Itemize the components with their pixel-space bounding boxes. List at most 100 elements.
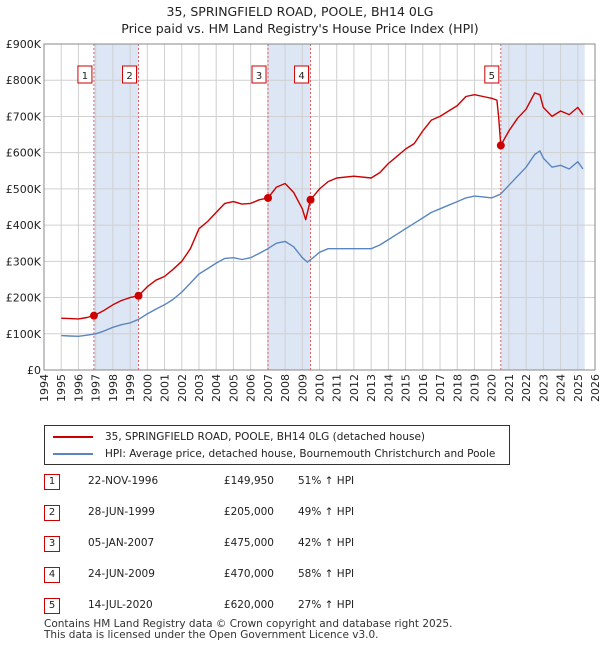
y-tick-label: £0 <box>27 364 41 377</box>
ownership-shade <box>268 44 311 370</box>
footer: Contains HM Land Registry data © Crown c… <box>44 619 452 641</box>
sale-number: 1 <box>44 474 60 490</box>
hpi-series-line <box>61 150 584 337</box>
x-tick-label: 2025 <box>572 374 585 402</box>
sale-number-box <box>484 65 500 84</box>
sale-hpi-change: 27% ↑ HPI <box>298 599 355 611</box>
y-tick-label: £800K <box>6 74 42 87</box>
x-tick-label: 2016 <box>417 374 430 402</box>
x-tick-label: 2018 <box>451 374 464 402</box>
x-tick-label: 1995 <box>55 374 68 402</box>
x-tick-label: 1996 <box>72 374 85 402</box>
sale-point <box>306 195 315 204</box>
sale-point <box>264 193 273 202</box>
x-tick-label: 2020 <box>486 374 499 402</box>
sale-number-label: 1 <box>82 71 88 82</box>
x-tick-label: 1999 <box>124 374 137 402</box>
x-tick-label: 2003 <box>193 374 206 402</box>
legend-label-hpi: HPI: Average price, detached house, Bour… <box>105 448 496 460</box>
sale-point <box>134 291 143 300</box>
plot-frame <box>43 43 596 371</box>
sale-number: 2 <box>44 505 60 521</box>
sale-date: 05-JAN-2007 <box>88 537 155 549</box>
x-tick-label: 1997 <box>90 374 103 402</box>
legend-swatch-hpi <box>53 453 93 455</box>
sale-row: 2 28-JUN-1999 £205,000 49% ↑ HPI <box>44 505 564 521</box>
legend-item-hpi: HPI: Average price, detached house, Bour… <box>53 446 495 462</box>
y-tick-label: £200K <box>6 292 42 305</box>
sale-number-label: 3 <box>256 71 262 82</box>
sale-price: £620,000 <box>223 599 274 611</box>
legend-item-property: 35, SPRINGFIELD ROAD, POOLE, BH14 0LG (d… <box>53 429 425 445</box>
sale-number-box <box>294 65 310 84</box>
x-tick-label: 2021 <box>503 374 516 402</box>
sale-date: 24-JUN-2009 <box>88 568 155 580</box>
x-tick-label: 2013 <box>365 374 378 402</box>
chart-title: 35, SPRINGFIELD ROAD, POOLE, BH14 0LG <box>166 4 434 19</box>
ownership-shade <box>93 44 139 370</box>
y-tick-label: £600K <box>6 147 42 160</box>
ownership-shade <box>500 44 585 370</box>
legend-label-property: 35, SPRINGFIELD ROAD, POOLE, BH14 0LG (d… <box>105 431 426 443</box>
sale-date: 14-JUL-2020 <box>88 599 153 611</box>
x-tick-label: 2011 <box>331 374 344 402</box>
sale-number: 5 <box>44 598 60 614</box>
property-series-line <box>61 92 584 320</box>
x-tick-label: 2015 <box>400 374 413 402</box>
sale-price: £149,950 <box>223 475 274 487</box>
sale-number-box <box>251 65 267 84</box>
x-tick-label: 2004 <box>210 374 223 402</box>
sale-row: 4 24-JUN-2009 £470,000 58% ↑ HPI <box>44 567 564 583</box>
sale-number: 3 <box>44 536 60 552</box>
sale-row: 1 22-NOV-1996 £149,950 51% ↑ HPI <box>44 474 564 490</box>
x-tick-label: 2022 <box>520 374 533 402</box>
sale-hpi-change: 49% ↑ HPI <box>298 506 355 518</box>
x-tick-label: 2002 <box>176 374 189 402</box>
sale-date: 28-JUN-1999 <box>88 506 155 518</box>
x-tick-label: 2007 <box>262 374 275 402</box>
sale-point <box>89 311 98 320</box>
x-tick-label: 2014 <box>382 374 395 402</box>
footer-licence: This data is licensed under the Open Gov… <box>44 629 379 641</box>
sale-point <box>496 141 505 150</box>
sale-number: 4 <box>44 567 60 583</box>
sale-number-label: 2 <box>126 71 132 82</box>
y-tick-label: £500K <box>6 183 42 196</box>
x-tick-label: 2000 <box>141 374 154 402</box>
sale-price: £470,000 <box>223 568 274 580</box>
sale-number-box <box>122 65 138 84</box>
legend-swatch-property <box>53 436 93 438</box>
x-tick-label: 1994 <box>38 374 51 402</box>
sale-row: 5 14-JUL-2020 £620,000 27% ↑ HPI <box>44 598 564 614</box>
y-tick-label: £300K <box>6 255 42 268</box>
sale-row: 3 05-JAN-2007 £475,000 42% ↑ HPI <box>44 536 564 552</box>
x-tick-label: 2019 <box>468 374 481 402</box>
sale-price: £475,000 <box>223 537 274 549</box>
x-tick-label: 2006 <box>245 374 258 402</box>
y-tick-label: £100K <box>6 328 42 341</box>
legend: 35, SPRINGFIELD ROAD, POOLE, BH14 0LG (d… <box>44 425 510 465</box>
price-chart: 1 2 3 4 5 £0 £100K £200K £300K £400K £500K £600K £70… <box>6 38 600 402</box>
sale-hpi-change: 51% ↑ HPI <box>298 475 355 487</box>
x-tick-label: 2001 <box>159 374 172 402</box>
sale-number-box <box>77 65 93 84</box>
x-tick-label: 2005 <box>227 374 240 402</box>
sale-date: 22-NOV-1996 <box>88 475 159 487</box>
y-tick-label: £900K <box>6 38 42 51</box>
y-tick-label: £400K <box>6 219 42 232</box>
footer-copyright: Contains HM Land Registry data © Crown c… <box>44 618 453 630</box>
x-tick-label: 2024 <box>555 374 568 402</box>
x-tick-label: 2023 <box>537 374 550 402</box>
x-tick-label: 2009 <box>296 374 309 402</box>
x-tick-label: 2010 <box>314 374 327 402</box>
sale-number-label: 5 <box>489 71 495 82</box>
y-tick-label: £700K <box>6 110 42 123</box>
sale-hpi-change: 58% ↑ HPI <box>298 568 355 580</box>
x-tick-label: 1998 <box>107 374 120 402</box>
x-tick-label: 2008 <box>279 374 292 402</box>
x-tick-label: 2017 <box>434 374 447 402</box>
sale-number-label: 4 <box>298 71 304 82</box>
chart-subtitle: Price paid vs. HM Land Registry's House … <box>121 21 479 36</box>
sale-hpi-change: 42% ↑ HPI <box>298 537 355 549</box>
sale-price: £205,000 <box>223 506 274 518</box>
